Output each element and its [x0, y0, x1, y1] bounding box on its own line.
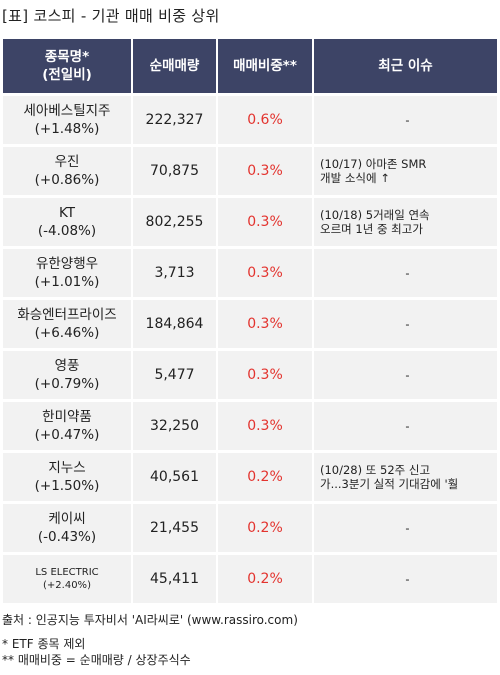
stock-name: 유한양행우 [35, 256, 99, 272]
stock-change: (+1.01%) [34, 274, 100, 290]
issue-line1: - [405, 113, 410, 127]
table-row: 세아베스틸지주 (+1.48%) 222,327 0.6% - [3, 96, 497, 144]
issue-line1: - [405, 368, 410, 382]
source-note: 출처 : 인공지능 투자비서 'AI라씨로' (www.rassiro.com) [2, 613, 298, 627]
issue-line1: - [405, 317, 410, 331]
trade-ratio: 0.2% [216, 504, 312, 552]
table-row: 유한양행우 (+1.01%) 3,713 0.3% - [3, 249, 497, 297]
issue-line1: - [405, 521, 410, 535]
table-row: LS ELECTRIC (+2.40%) 45,411 0.2% - [3, 555, 497, 603]
stock-name-cell: 케이씨 (-0.43%) [3, 504, 131, 552]
stock-name-cell: 유한양행우 (+1.01%) [3, 249, 131, 297]
stock-name-cell: 화승엔터프라이즈 (+6.46%) [3, 300, 131, 348]
trade-ratio: 0.3% [216, 351, 312, 399]
stock-name: 화승엔터프라이즈 [17, 307, 117, 323]
issue-line1: - [405, 419, 410, 433]
recent-issue: - [312, 300, 497, 348]
table-row: 지누스 (+1.50%) 40,561 0.2% (10/28) 또 52주 신고… [3, 453, 497, 501]
issue-line1: - [405, 572, 410, 586]
issue-line1: - [405, 266, 410, 280]
stock-name: 지누스 [48, 460, 86, 476]
issue-line2: 개발 소식에 ↑ [320, 171, 390, 185]
issue-line2: 가...3분기 실적 기대감에 '훨 [320, 477, 459, 491]
stock-name: 영풍 [54, 358, 80, 374]
header-name-line2: (전일비) [42, 67, 92, 83]
stock-name: 세아베스틸지주 [23, 103, 111, 119]
table-title: [표] 코스피 - 기관 매매 비중 상위 [2, 7, 220, 25]
stock-change: (+2.40%) [43, 580, 91, 591]
net-volume: 184,864 [131, 300, 216, 348]
net-volume: 32,250 [131, 402, 216, 450]
stock-name: 우진 [54, 154, 80, 170]
stock-name: 한미약품 [42, 409, 92, 425]
stock-change: (+0.86%) [34, 172, 100, 188]
header-name-line1: 종목명* [44, 49, 90, 65]
header-row: 종목명* (전일비) 순매매량 매매비중** 최근 이슈 [3, 39, 497, 93]
header-name: 종목명* (전일비) [3, 39, 131, 93]
table-row: 우진 (+0.86%) 70,875 0.3% (10/17) 아마존 SMR 개발… [3, 147, 497, 195]
trade-ratio: 0.3% [216, 147, 312, 195]
recent-issue: - [312, 96, 497, 144]
stock-name-cell: 세아베스틸지주 (+1.48%) [3, 96, 131, 144]
stock-name: KT [58, 205, 76, 221]
table-row: 한미약품 (+0.47%) 32,250 0.3% - [3, 402, 497, 450]
issue-line1: (10/18) 5거래일 연속 [320, 208, 430, 222]
stock-change: (-4.08%) [37, 223, 97, 239]
stock-change: (+0.79%) [34, 376, 100, 392]
trade-ratio: 0.3% [216, 402, 312, 450]
table-row: 화승엔터프라이즈 (+6.46%) 184,864 0.3% - [3, 300, 497, 348]
issue-line1: (10/28) 또 52주 신고 [320, 463, 431, 477]
trade-ratio: 0.6% [216, 96, 312, 144]
trade-ratio: 0.3% [216, 249, 312, 297]
net-volume: 802,255 [131, 198, 216, 246]
net-volume: 40,561 [131, 453, 216, 501]
recent-issue: - [312, 555, 497, 603]
net-volume: 222,327 [131, 96, 216, 144]
net-volume: 70,875 [131, 147, 216, 195]
stock-name: 케이씨 [48, 511, 86, 527]
recent-issue: (10/28) 또 52주 신고 가...3분기 실적 기대감에 '훨 [312, 453, 497, 501]
stock-change: (+6.46%) [34, 325, 100, 341]
stock-name-cell: LS ELECTRIC (+2.40%) [3, 555, 131, 603]
net-volume: 3,713 [131, 249, 216, 297]
net-volume: 5,477 [131, 351, 216, 399]
recent-issue: - [312, 249, 497, 297]
issue-line1: (10/17) 아마존 SMR [320, 157, 427, 171]
table-row: 케이씨 (-0.43%) 21,455 0.2% - [3, 504, 497, 552]
table-row: 영풍 (+0.79%) 5,477 0.3% - [3, 351, 497, 399]
table-row: KT (-4.08%) 802,255 0.3% (10/18) 5거래일 연속 오… [3, 198, 497, 246]
trade-ratio: 0.3% [216, 300, 312, 348]
trade-ratio: 0.2% [216, 453, 312, 501]
stock-change: (+1.48%) [34, 121, 100, 137]
trade-ratio: 0.2% [216, 555, 312, 603]
net-volume: 21,455 [131, 504, 216, 552]
header-volume: 순매매량 [131, 39, 216, 93]
ranking-table: 종목명* (전일비) 순매매량 매매비중** 최근 이슈 세아베스틸지주 (+1.… [3, 36, 497, 606]
trade-ratio: 0.3% [216, 198, 312, 246]
stock-change: (+1.50%) [34, 478, 100, 494]
header-ratio: 매매비중** [216, 39, 312, 93]
recent-issue: (10/18) 5거래일 연속 오르며 1년 중 최고가 [312, 198, 497, 246]
net-volume: 45,411 [131, 555, 216, 603]
stock-name-cell: KT (-4.08%) [3, 198, 131, 246]
stock-name-cell: 우진 (+0.86%) [3, 147, 131, 195]
recent-issue: (10/17) 아마존 SMR 개발 소식에 ↑ [312, 147, 497, 195]
header-issue: 최근 이슈 [312, 39, 497, 93]
stock-change: (-0.43%) [37, 529, 97, 545]
recent-issue: - [312, 402, 497, 450]
stock-name: LS ELECTRIC [35, 567, 99, 578]
issue-line2: 오르며 1년 중 최고가 [320, 222, 423, 236]
footnote-ratio: ** 매매비중 = 순매매량 / 상장주식수 [2, 653, 191, 667]
footnote-etf: * ETF 종목 제외 [2, 637, 86, 651]
recent-issue: - [312, 504, 497, 552]
stock-change: (+0.47%) [34, 427, 100, 443]
stock-name-cell: 영풍 (+0.79%) [3, 351, 131, 399]
stock-name-cell: 한미약품 (+0.47%) [3, 402, 131, 450]
recent-issue: - [312, 351, 497, 399]
stock-name-cell: 지누스 (+1.50%) [3, 453, 131, 501]
